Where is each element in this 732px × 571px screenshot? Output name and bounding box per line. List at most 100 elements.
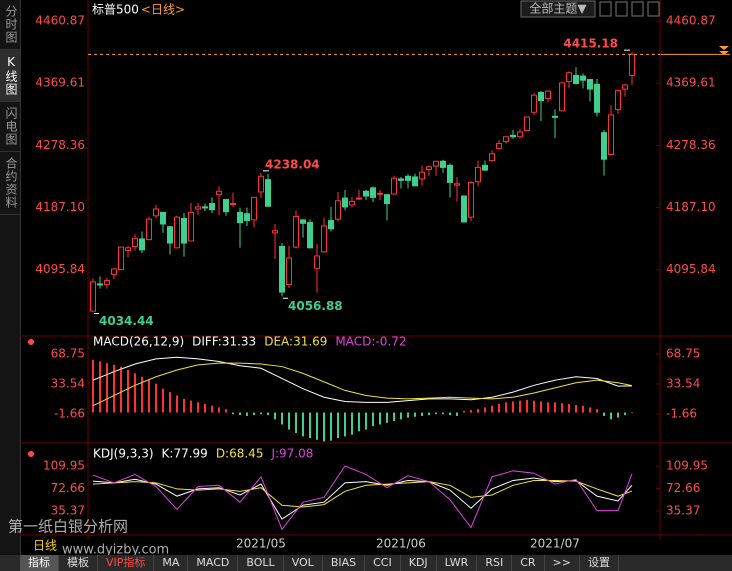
macd-bar — [127, 369, 129, 413]
panel-icon[interactable] — [28, 451, 34, 457]
side-tab[interactable]: 分时图 — [0, 0, 20, 50]
macd-bar — [197, 402, 199, 413]
side-tab[interactable]: 闪电图 — [0, 102, 20, 152]
tab[interactable]: 模板 — [59, 555, 98, 571]
y-tick-label: 68.75 — [51, 347, 85, 361]
macd-bar — [365, 412, 367, 430]
candle-body — [132, 237, 138, 247]
tab[interactable]: RSI — [477, 555, 513, 571]
tab[interactable]: VOL — [284, 555, 323, 571]
macd-bar — [155, 383, 157, 413]
tab[interactable]: MA — [154, 555, 189, 571]
y-tick-label: 4369.61 — [35, 76, 85, 90]
candle-body — [524, 116, 530, 132]
macd-bar — [183, 398, 185, 413]
macd-bar — [302, 412, 304, 437]
macd-bar — [204, 404, 206, 413]
candle-body — [503, 136, 509, 143]
macd-bar — [519, 400, 521, 413]
macd-bar — [169, 392, 171, 413]
price-marker — [719, 46, 729, 55]
macd-bar — [589, 407, 591, 413]
tool-icon[interactable] — [615, 1, 628, 17]
theme-label[interactable]: 全部主题▼ — [529, 1, 587, 16]
macd-bar — [386, 412, 388, 423]
tab[interactable]: BOLL — [238, 555, 284, 571]
side-tab[interactable]: K线图 — [0, 50, 20, 102]
indicator-line — [92, 465, 633, 531]
candle-body — [538, 91, 544, 102]
macd-bar — [463, 410, 465, 413]
candle-body — [223, 198, 229, 213]
candle-body — [587, 79, 593, 90]
candle-body — [195, 206, 201, 210]
tab[interactable]: KDJ — [401, 555, 437, 571]
y-tick-label: 33.54 — [666, 376, 700, 390]
candle-body — [440, 160, 446, 168]
candle-body — [286, 257, 292, 286]
macd-bar — [393, 412, 395, 422]
candle-body — [489, 153, 495, 162]
candle-body — [629, 53, 635, 76]
macd-bar — [470, 409, 472, 413]
theme-button[interactable] — [520, 0, 596, 18]
macd-bar — [372, 412, 374, 427]
candle-body — [461, 195, 467, 223]
candle-body — [97, 283, 103, 286]
tab[interactable]: CCI — [365, 555, 401, 571]
candle-body — [202, 206, 208, 209]
macd-bar — [414, 412, 416, 417]
candle-body — [118, 246, 124, 271]
macd-bar — [484, 407, 486, 413]
y-tick-label: 4187.10 — [35, 200, 85, 214]
tab[interactable]: CR — [512, 555, 545, 571]
candle-body — [230, 203, 236, 206]
candle-body — [104, 280, 110, 286]
y-tick-label: 109.95 — [666, 459, 708, 473]
macd-bar — [631, 412, 633, 414]
candle-body — [601, 132, 607, 160]
low-label: 4056.88 — [288, 299, 343, 313]
y-tick-label: 72.66 — [51, 481, 85, 495]
x-tick-label: 2021/05 — [236, 537, 286, 551]
macd-bar — [596, 409, 598, 413]
y-tick-label: 4460.87 — [35, 14, 85, 28]
tool-icon[interactable] — [631, 1, 644, 17]
indicator-line — [92, 362, 633, 407]
macd-bar — [253, 412, 255, 416]
macd-bar — [337, 412, 339, 439]
macd-bar — [491, 405, 493, 413]
tab[interactable]: 设置 — [580, 555, 619, 571]
candle-body — [251, 196, 257, 221]
tab[interactable]: MACD — [188, 555, 239, 571]
macd-bar — [568, 404, 570, 413]
side-tab[interactable]: 合约资料 — [0, 152, 20, 215]
candle-body — [300, 219, 306, 224]
y-tick-label: 4369.61 — [666, 76, 716, 90]
macd-bar — [610, 412, 612, 420]
x-tick-label: 2021/07 — [530, 537, 580, 551]
macd-bar — [582, 405, 584, 413]
tab[interactable]: >> — [545, 555, 580, 571]
tab[interactable]: 指标 — [20, 555, 59, 571]
candle-body — [615, 89, 621, 111]
tab[interactable]: BIAS — [323, 555, 366, 571]
candle-body — [580, 75, 586, 81]
legend-label: MACD(26,12,9) — [93, 335, 184, 349]
tab[interactable]: VIP指标 — [98, 555, 155, 571]
candle-body — [517, 131, 523, 138]
candle-body — [594, 83, 600, 113]
tab[interactable]: LWR — [437, 555, 478, 571]
macd-bar — [505, 402, 507, 413]
macd-bar — [323, 412, 325, 442]
y-tick-label: 109.95 — [43, 459, 85, 473]
tool-icon[interactable] — [647, 1, 660, 17]
chart: 标普500 <日线> 全部主题▼ 4460.87 4460.87 4369.61 43… — [8, 0, 732, 555]
y-tick-label: 4278.36 — [35, 138, 85, 152]
tool-icon[interactable] — [599, 1, 612, 17]
macd-bar — [344, 412, 346, 437]
panel-icon[interactable] — [28, 339, 34, 345]
macd-bar — [547, 402, 549, 413]
macd-bar — [309, 412, 311, 439]
y-tick-label: 68.75 — [666, 347, 700, 361]
